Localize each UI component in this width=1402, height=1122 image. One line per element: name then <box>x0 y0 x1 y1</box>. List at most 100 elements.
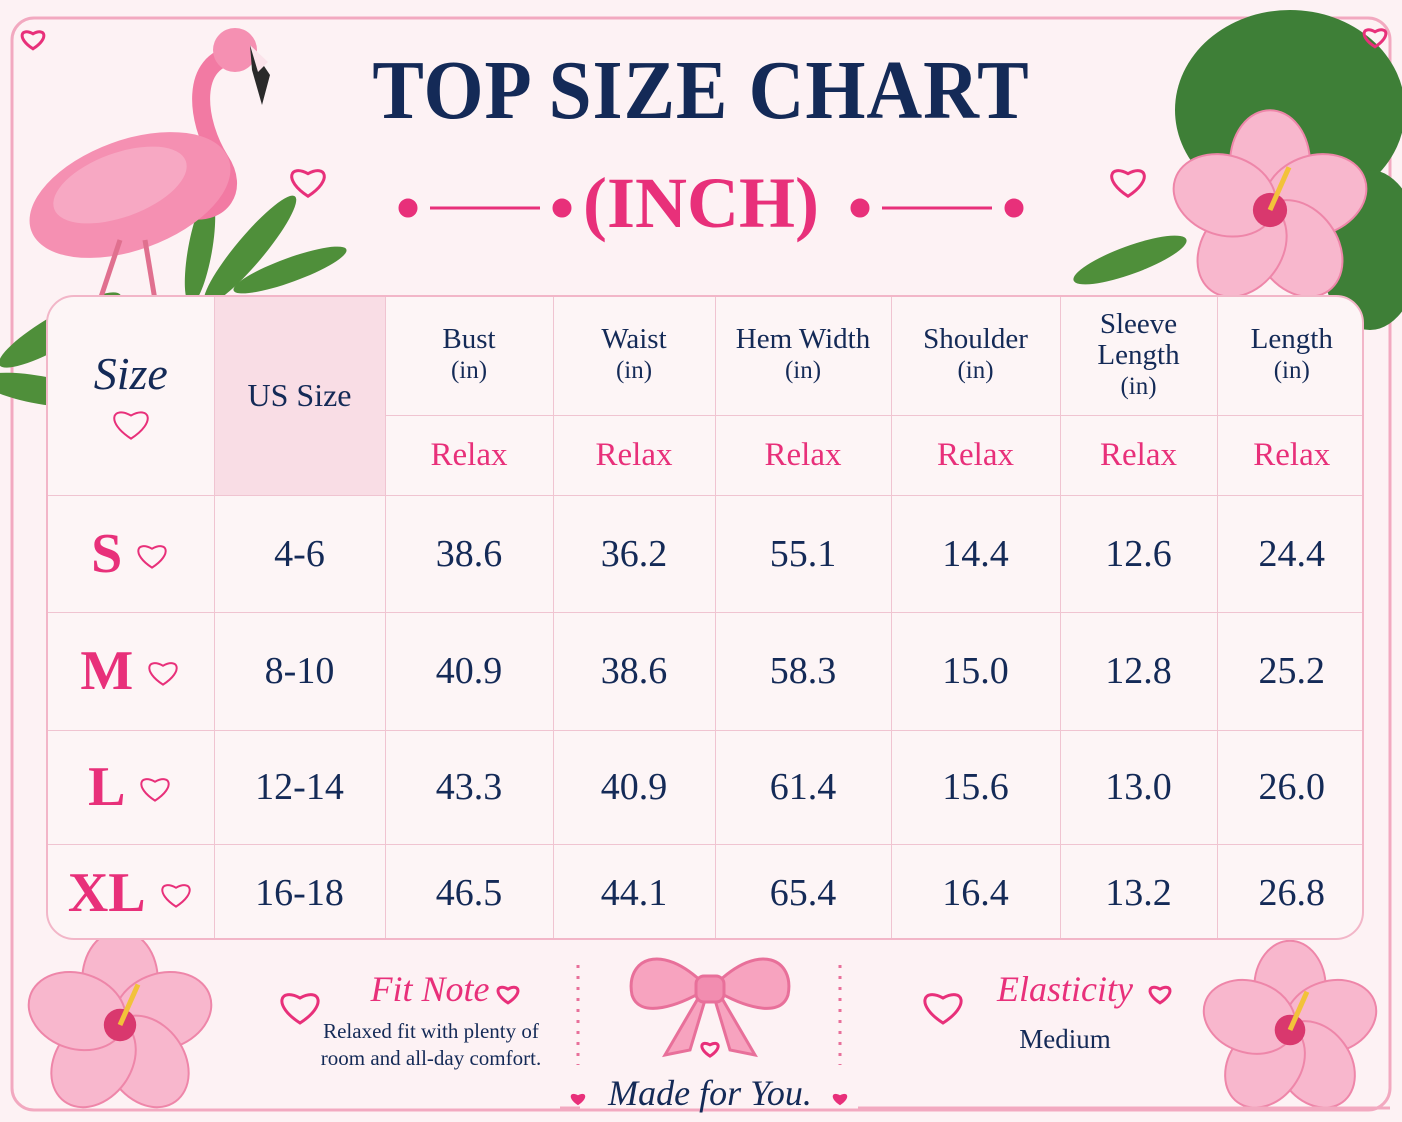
column-name: Shoulder <box>923 323 1028 356</box>
hibiscus <box>27 929 213 1109</box>
column-name: Waist <box>601 323 667 356</box>
column-unit: (in) <box>1273 357 1310 385</box>
value-cell: 61.4 <box>714 729 892 845</box>
heart <box>700 1041 720 1058</box>
column-header: Bust (in) <box>384 297 554 416</box>
size-cell: XL <box>48 843 215 938</box>
size-row: M 8-10 40.9 38.6 58.3 15.0 12.8 25.2 <box>48 611 1362 731</box>
size-row: XL 16-18 46.5 44.1 65.4 16.4 13.2 26.8 <box>48 843 1362 938</box>
fit-note-title: Fit Note <box>370 969 490 1009</box>
heart <box>496 985 520 1005</box>
column-unit: (in) <box>615 357 653 385</box>
value-cell: 25.2 <box>1216 611 1362 731</box>
column-unit: (in) <box>957 357 994 385</box>
column-name: Hem Width <box>735 323 871 356</box>
value-cell: 55.1 <box>714 494 892 613</box>
size-cell: L <box>48 729 215 845</box>
fit-row: Relax Relax Relax Relax Relax Relax <box>48 414 1362 496</box>
value-cell: 24.4 <box>1216 494 1362 613</box>
size-label: M <box>80 640 134 702</box>
value-cell: 13.2 <box>1059 843 1218 938</box>
size-row: L 12-14 43.3 40.9 61.4 15.6 13.0 26.0 <box>48 729 1362 845</box>
stamen <box>1287 990 1310 1032</box>
header-row: Size US Size Bust (in) Waist (in) Hem Width (in… <box>48 297 1362 496</box>
value-cell: 15.0 <box>890 611 1061 731</box>
fit-cell: Relax <box>1216 414 1362 496</box>
divider <box>398 198 1024 218</box>
heart <box>1110 169 1146 198</box>
us-size-cell: 4-6 <box>213 494 386 613</box>
heart <box>280 993 320 1025</box>
heart-icon <box>148 662 178 686</box>
column-name: Length <box>1250 323 1333 356</box>
value-cell: 40.9 <box>384 611 554 731</box>
fit-cell: Relax <box>552 414 716 496</box>
value-cell: 44.1 <box>552 843 716 938</box>
value-cell: 26.0 <box>1216 729 1362 845</box>
column-name: Bust <box>442 323 496 356</box>
us-size-cell: 8-10 <box>213 611 386 731</box>
column-header: Shoulder (in) <box>890 297 1061 416</box>
heart <box>148 662 178 686</box>
value-cell: 13.0 <box>1059 729 1218 845</box>
fit-note-text: Relaxed fit with plenty of room and all-… <box>320 1019 542 1070</box>
column-header: Waist (in) <box>552 297 716 416</box>
column-header: Length (in) <box>1216 297 1362 416</box>
value-cell: 14.4 <box>890 494 1061 613</box>
column-header: Hem Width (in) <box>714 297 892 416</box>
heart <box>137 544 167 569</box>
value-cell: 40.9 <box>552 729 716 845</box>
fit-cell: Relax <box>714 414 892 496</box>
size-row: S 4-6 38.6 36.2 55.1 14.4 12.6 24.4 <box>48 494 1362 613</box>
value-cell: 38.6 <box>552 611 716 731</box>
column-unit: (in) <box>450 357 488 385</box>
heart <box>20 30 46 51</box>
elasticity-title: Elasticity <box>997 969 1133 1009</box>
size-table: Size US Size Bust (in) Waist (in) Hem Width (in… <box>46 295 1364 940</box>
table: Size US Size Bust (in) Waist (in) Hem Width (in… <box>48 297 1362 938</box>
column-unit: (in) <box>784 357 822 385</box>
heart <box>1362 28 1388 49</box>
size-cell: S <box>48 494 215 613</box>
value-cell: 43.3 <box>384 729 554 845</box>
hibiscus <box>1202 939 1378 1109</box>
hibiscus <box>1172 109 1368 298</box>
value-cell: 12.6 <box>1059 494 1218 613</box>
heart <box>832 1093 848 1106</box>
fit-cell: Relax <box>1059 414 1218 496</box>
bow <box>629 957 791 1058</box>
corner-label: Size <box>93 348 168 400</box>
value-cell: 65.4 <box>714 843 892 938</box>
value-cell: 36.2 <box>552 494 716 613</box>
heart <box>923 993 963 1025</box>
heart <box>290 169 326 198</box>
heart-icon <box>113 411 149 441</box>
us-size-header: US Size <box>213 297 386 496</box>
tagline: Made for You. <box>608 1073 812 1113</box>
us-size-cell: 12-14 <box>213 729 386 845</box>
heart-icon <box>140 778 171 802</box>
value-cell: 16.4 <box>890 843 1061 938</box>
value-cell: 26.8 <box>1216 843 1362 938</box>
fit-cell: Relax <box>385 414 554 496</box>
column-unit: (in) <box>1120 372 1157 400</box>
heart <box>140 778 171 802</box>
stamen <box>1267 166 1292 212</box>
heart-icon <box>137 544 167 569</box>
heart <box>570 1093 586 1106</box>
heart <box>161 884 191 909</box>
elasticity-value: Medium <box>1019 1024 1111 1054</box>
value-cell: 15.6 <box>890 729 1061 845</box>
title: TOP SIZE CHART <box>372 44 1030 137</box>
size-label: S <box>91 522 123 585</box>
frame <box>10 16 1392 1112</box>
value-cell: 38.6 <box>384 494 554 613</box>
us-size-cell: 16-18 <box>213 843 386 938</box>
stamen <box>117 983 141 1027</box>
flamingo <box>29 28 270 301</box>
value-cell: 46.5 <box>384 843 554 938</box>
heart <box>1148 985 1172 1005</box>
column-header: Sleeve Length (in) <box>1059 297 1218 416</box>
